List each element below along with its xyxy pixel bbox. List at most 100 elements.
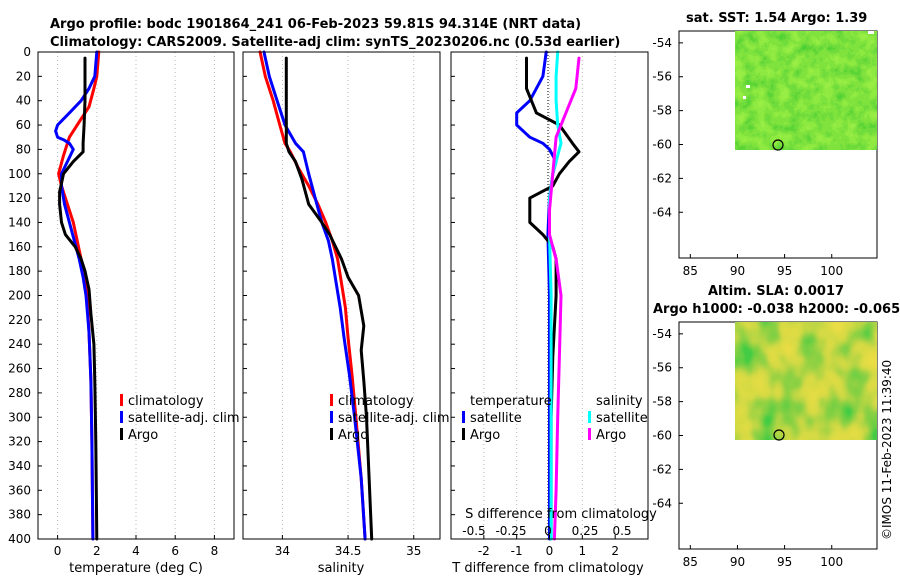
sla-map-title-line2: Argo h1000: -0.038 h2000: -0.065 — [653, 302, 900, 317]
depth-tick-label: 180 — [8, 264, 31, 278]
temperature-gridlines — [38, 51, 215, 540]
s-difference-xlabel: S difference from climatology — [465, 507, 657, 522]
lon-tick-label: 90 — [730, 264, 745, 278]
sst-argo-location-marker — [772, 139, 784, 151]
legend-label-argo: Argo — [338, 428, 368, 443]
lon-tick-label: 95 — [777, 555, 792, 569]
legend-label-sal-argo: Argo — [596, 428, 626, 443]
depth-axis-ticks: 0 20 40 60 80 100 120 140 160 180 200 220 240 260 280 3… — [8, 45, 31, 546]
figure-title-line2: Climatology: CARS2009. Satellite-adj cli… — [50, 35, 620, 50]
x-tick-label: 8 — [211, 544, 219, 558]
depth-tick-label: 360 — [8, 483, 31, 497]
depth-tick-label: 0 — [23, 45, 31, 59]
sst-map-lat-ticks: -54 -56 -58 -60 -62 -64 — [652, 36, 683, 219]
sla-map-title-line1: Altim. SLA: 0.0017 — [708, 284, 844, 299]
lat-tick-label: -56 — [652, 70, 672, 84]
depth-tick-label: 220 — [8, 313, 31, 327]
depth-tick-label: 40 — [16, 94, 31, 108]
lon-tick-label: 100 — [820, 555, 843, 569]
sst-missing-patch — [743, 96, 746, 99]
lon-tick-label: 90 — [730, 555, 745, 569]
x-tick-label: -1 — [511, 544, 523, 558]
sst-field-image — [735, 31, 877, 150]
sla-field-image — [735, 322, 877, 440]
temperature-panel: 0204060801001201401601802002202402602803… — [8, 45, 240, 576]
copyright-stamp: ©IMOS 11-Feb-2023 11:39:40 — [880, 360, 894, 540]
depth-tick-label: 240 — [8, 337, 31, 351]
salinity-axes-frame — [242, 51, 441, 540]
series-line-temperature-argo — [525, 56, 581, 541]
series-line-satellite-adj-clim — [262, 50, 367, 541]
salinity-panel: 34 34.5 35 salinity climatology satellite-… — [242, 50, 450, 576]
series-line-climatology — [258, 50, 367, 541]
series-line-satellite-adj-clim — [54, 50, 99, 541]
lat-tick-label: -60 — [652, 429, 672, 443]
s-difference-tick-label: 0.25 — [572, 524, 599, 538]
temperature-xlabel: temperature (deg C) — [69, 561, 203, 576]
legend-label-temp-argo: Argo — [470, 428, 500, 443]
sst-map-title: sat. SST: 1.54 Argo: 1.39 — [686, 11, 867, 26]
legend-label-argo: Argo — [128, 428, 158, 443]
lat-tick-label: -58 — [652, 104, 672, 118]
series-line-argo — [284, 56, 374, 541]
s-difference-tick-label: 0.5 — [612, 524, 631, 538]
legend-swatch-temp-satellite — [462, 411, 465, 423]
salinity-lines — [258, 50, 374, 541]
s-difference-tick-label: -0.25 — [495, 524, 526, 538]
x-tick-label: 6 — [171, 544, 179, 558]
s-difference-tick-label: 0 — [544, 524, 552, 538]
lat-tick-label: -54 — [652, 327, 672, 341]
lon-tick-label: 85 — [683, 555, 698, 569]
depth-tick-label: 300 — [8, 410, 31, 424]
sst-missing-patch — [746, 85, 750, 88]
x-tick-label: -2 — [478, 544, 490, 558]
legend-swatch-argo — [120, 428, 123, 440]
x-tick-label: 0 — [546, 544, 554, 558]
depth-tick-label: 20 — [16, 69, 31, 83]
series-line-argo — [58, 56, 99, 541]
t-difference-axis-ticks: -2 -1 0 1 2 — [478, 535, 619, 558]
lon-tick-label: 100 — [820, 264, 843, 278]
salinity-xlabel: salinity — [318, 561, 365, 576]
lat-tick-label: -60 — [652, 138, 672, 152]
sst-map-lon-ticks: 85 90 95 100 — [683, 254, 843, 278]
legend-swatch-sal-argo — [588, 428, 591, 440]
salinity-gridlines — [243, 51, 415, 540]
legend-swatch-satellite — [330, 411, 333, 423]
depth-tick-label: 140 — [8, 215, 31, 229]
legend-header-temperature: temperature — [470, 394, 552, 409]
depth-tick-label: 120 — [8, 191, 31, 205]
legend-label-satellite: satellite-adj. clim — [338, 411, 450, 426]
x-tick-label: 35 — [406, 544, 421, 558]
depth-tick-label: 340 — [8, 459, 31, 473]
x-tick-label: 2 — [611, 544, 619, 558]
depth-tick-label: 60 — [16, 118, 31, 132]
figure-title-line1: Argo profile: bodc 1901864_241 06-Feb-20… — [50, 17, 581, 32]
series-line-salinity-satellite — [548, 50, 563, 541]
depth-tick-label: 80 — [16, 142, 31, 156]
legend-swatch-argo — [330, 428, 333, 440]
x-tick-label: 0 — [54, 544, 62, 558]
difference-lines — [515, 50, 581, 541]
lat-tick-label: -64 — [652, 496, 672, 510]
temperature-axes-frame — [37, 51, 235, 540]
lat-tick-label: -54 — [652, 36, 672, 50]
sla-map-lon-ticks: 85 90 95 100 — [683, 545, 843, 569]
lat-tick-label: -62 — [652, 462, 672, 476]
lat-tick-label: -64 — [652, 205, 672, 219]
depth-tick-label: 320 — [8, 435, 31, 449]
depth-tick-label: 160 — [8, 240, 31, 254]
difference-gridlines — [451, 51, 616, 540]
sst-missing-patch — [868, 31, 874, 34]
legend-label-satellite: satellite-adj. clim — [128, 411, 240, 426]
difference-panel: -2 -1 0 1 2 -0.5 -0.25 0 0.25 0.5 S difference f… — [450, 50, 657, 576]
x-tick-label: 34.5 — [335, 544, 362, 558]
salinity-axis-ticks: 34 34.5 35 — [275, 535, 421, 558]
sst-map-panel: sat. SST: 1.54 Argo: 1.39 -54 -56 -58 -60 -6… — [652, 11, 878, 278]
lon-tick-label: 95 — [777, 264, 792, 278]
legend-label-climatology: climatology — [338, 394, 414, 409]
s-difference-axis-ticks: -0.5 -0.25 0 0.25 0.5 — [462, 524, 631, 538]
legend-header-salinity: salinity — [596, 394, 643, 409]
series-line-salinity-argo — [548, 56, 581, 541]
